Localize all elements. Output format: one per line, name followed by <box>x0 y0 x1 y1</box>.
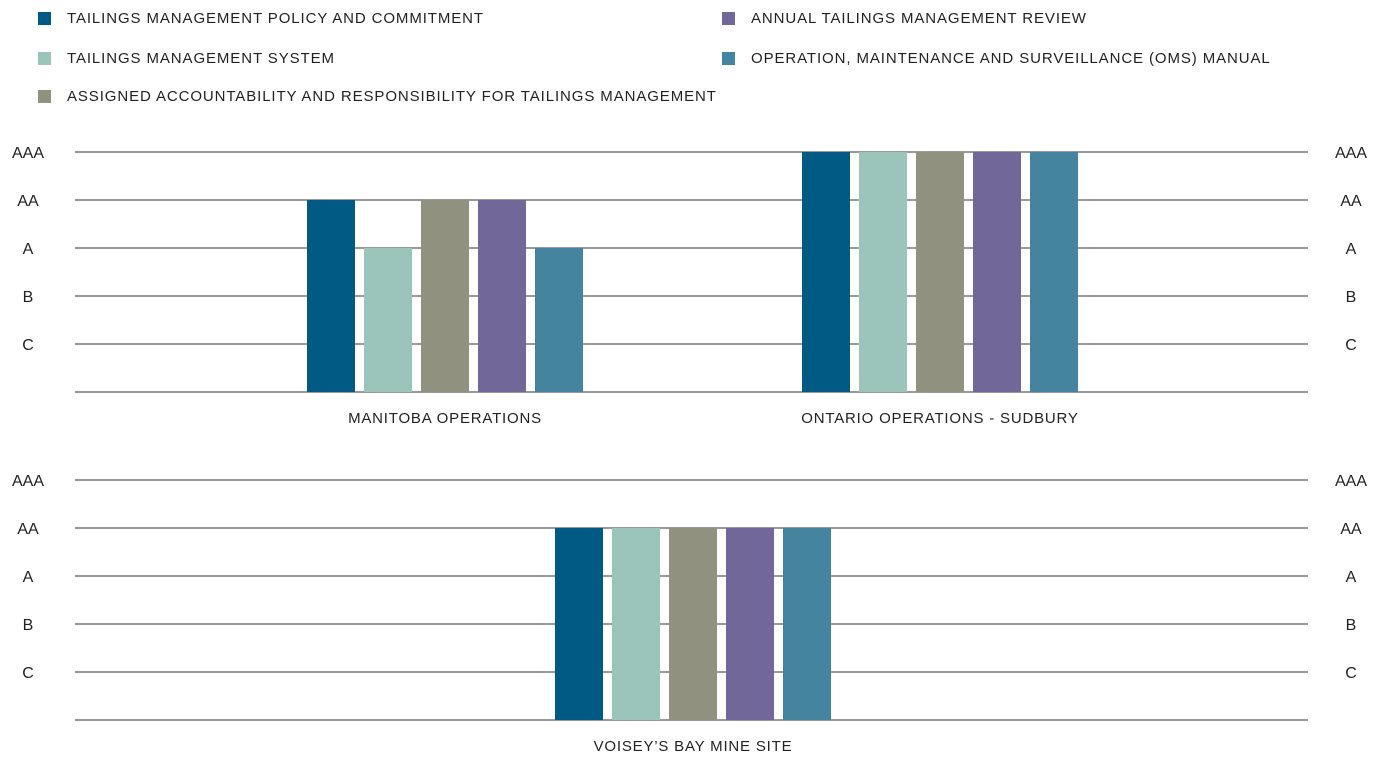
bar-1-3 <box>973 152 1021 392</box>
bar-1-2 <box>916 152 964 392</box>
bar-10-2 <box>669 528 717 720</box>
bar-0-0 <box>307 200 355 392</box>
category-label: MANITOBA OPERATIONS <box>348 410 542 427</box>
tick-label-left-aa: AA <box>17 193 39 210</box>
legend-item-accountability: ASSIGNED ACCOUNTABILITY AND RESPONSIBILI… <box>38 86 717 106</box>
bar-10-4 <box>783 528 831 720</box>
legend-swatch-oms-manual <box>722 51 735 65</box>
bar-1-4 <box>1030 152 1078 392</box>
tick-label-left-a: A <box>23 241 34 258</box>
bar-0-1 <box>364 248 412 392</box>
legend-label-accountability: ASSIGNED ACCOUNTABILITY AND RESPONSIBILI… <box>67 87 717 105</box>
legend-label-system: TAILINGS MANAGEMENT SYSTEM <box>67 49 335 67</box>
tick-label-left-b: B <box>23 289 34 306</box>
tick-label-right-a: A <box>1346 569 1357 586</box>
legend-item-oms-manual: OPERATION, MAINTENANCE AND SURVEILLANCE … <box>722 48 1271 68</box>
tick-label-left-aaa: AAA <box>12 145 44 162</box>
tick-label-left-b: B <box>23 617 34 634</box>
tick-label-right-a: A <box>1346 241 1357 258</box>
tick-label-left-c: C <box>22 337 34 354</box>
bar-10-3 <box>726 528 774 720</box>
tick-label-right-b: B <box>1346 617 1357 634</box>
bar-10-1 <box>612 528 660 720</box>
bar-0-2 <box>421 200 469 392</box>
bar-1-1 <box>859 152 907 392</box>
tick-label-right-aaa: AAA <box>1335 473 1367 490</box>
legend-label-policy: TAILINGS MANAGEMENT POLICY AND COMMITMEN… <box>67 9 484 27</box>
chart-legend: TAILINGS MANAGEMENT POLICY AND COMMITMEN… <box>0 0 1390 110</box>
legend-label-oms-manual: OPERATION, MAINTENANCE AND SURVEILLANCE … <box>751 49 1271 67</box>
tick-label-right-b: B <box>1346 289 1357 306</box>
tick-label-left-c: C <box>22 665 34 682</box>
tick-label-right-c: C <box>1345 665 1357 682</box>
category-label: ONTARIO OPERATIONS - SUDBURY <box>801 410 1078 427</box>
legend-swatch-review <box>722 11 735 25</box>
tick-label-left-aa: AA <box>17 521 39 538</box>
legend-swatch-system <box>38 51 51 65</box>
bar-0-3 <box>478 200 526 392</box>
bar-10-0 <box>555 528 603 720</box>
legend-swatch-policy <box>38 11 51 25</box>
legend-label-review: ANNUAL TAILINGS MANAGEMENT REVIEW <box>751 9 1087 27</box>
tick-label-left-aaa: AAA <box>12 473 44 490</box>
tick-label-right-aa: AA <box>1340 521 1362 538</box>
legend-item-policy: TAILINGS MANAGEMENT POLICY AND COMMITMEN… <box>38 8 484 28</box>
tick-label-left-a: A <box>23 569 34 586</box>
legend-item-system: TAILINGS MANAGEMENT SYSTEM <box>38 48 335 68</box>
tick-label-right-aaa: AAA <box>1335 145 1367 162</box>
legend-item-review: ANNUAL TAILINGS MANAGEMENT REVIEW <box>722 8 1087 28</box>
category-label: VOISEY’S BAY MINE SITE <box>594 738 793 755</box>
tick-label-right-aa: AA <box>1340 193 1362 210</box>
bar-1-0 <box>802 152 850 392</box>
tick-label-right-c: C <box>1345 337 1357 354</box>
legend-swatch-accountability <box>38 89 51 103</box>
bar-0-4 <box>535 248 583 392</box>
